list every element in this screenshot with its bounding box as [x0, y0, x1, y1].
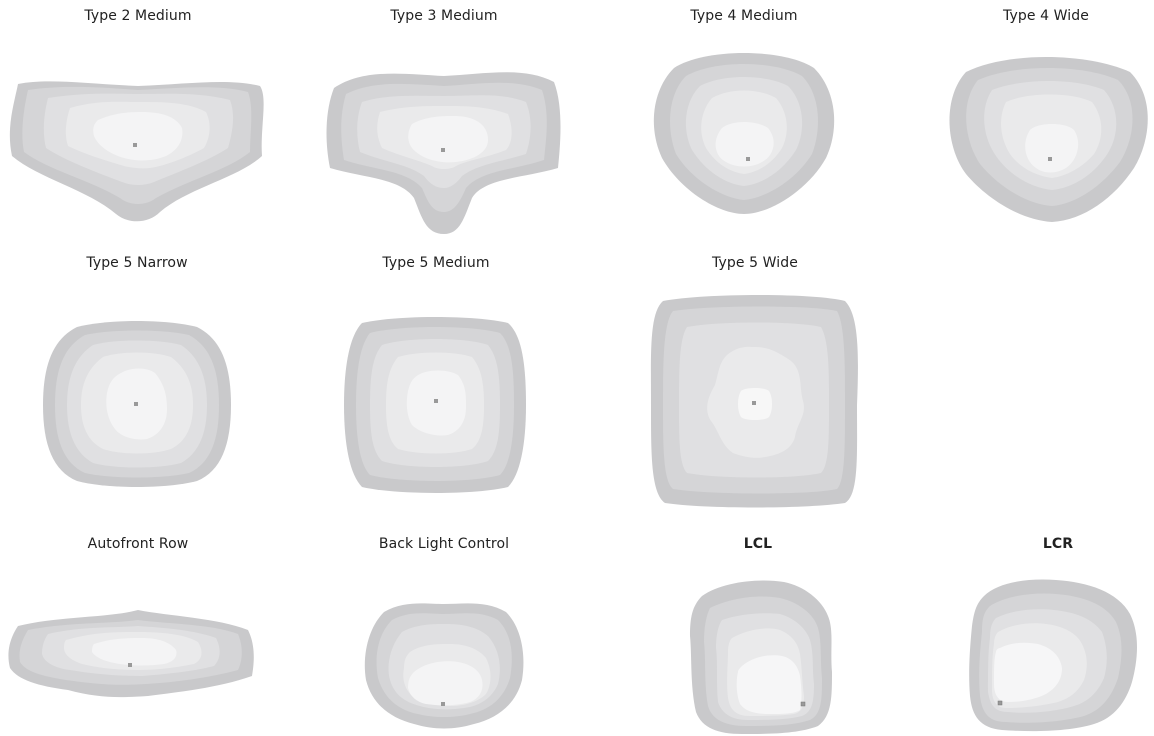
- luminaire-marker: [133, 143, 137, 147]
- luminaire-marker: [752, 401, 756, 405]
- diagram-label: Type 3 Medium: [390, 8, 498, 24]
- contour-level-5: [408, 661, 483, 706]
- diagram-label: Autofront Row: [87, 536, 189, 552]
- diagram-label: Back Light Control: [378, 536, 510, 552]
- light-distribution-plot: [9, 81, 264, 222]
- contour-level-5: [715, 122, 774, 167]
- contour-level-5: [93, 112, 183, 161]
- light-distribution-plot: [43, 321, 231, 487]
- light-distribution-plot: [653, 53, 835, 214]
- luminaire-marker: [441, 148, 445, 152]
- luminaire-marker: [441, 702, 445, 706]
- light-distribution-plot: [364, 603, 524, 729]
- contour-level-5: [408, 116, 488, 163]
- diagram-label: LCR: [1042, 536, 1074, 552]
- diagram-label: Type 4 Wide: [1003, 8, 1089, 24]
- light-distribution-plot: [326, 72, 561, 234]
- contour-level-5: [1025, 124, 1079, 173]
- luminaire-marker: [434, 399, 438, 403]
- contour-level-5: [406, 370, 466, 436]
- light-distribution-plot: [8, 610, 254, 698]
- light-distribution-plot: [690, 580, 832, 734]
- light-distribution-plot: [969, 579, 1137, 732]
- light-distribution-plot: [949, 57, 1148, 222]
- luminaire-marker: [997, 700, 1003, 706]
- contour-level-5: [994, 642, 1062, 702]
- luminaire-marker: [128, 663, 132, 667]
- luminaire-marker: [1048, 157, 1052, 161]
- light-distribution-plot: [344, 317, 526, 493]
- diagram-label: Type 5 Medium: [382, 255, 490, 271]
- diagram-label: Type 4 Medium: [690, 8, 798, 24]
- diagram-label: Type 5 Narrow: [86, 255, 188, 271]
- contour-level-5: [736, 655, 802, 714]
- diagram-label: Type 5 Wide: [712, 255, 798, 271]
- contour-level-5: [92, 638, 177, 666]
- luminaire-marker: [800, 701, 806, 707]
- light-distribution-plot: [650, 295, 858, 508]
- diagram-label: Type 2 Medium: [84, 8, 192, 24]
- diagram-label: LCL: [743, 536, 773, 552]
- luminaire-marker: [746, 157, 750, 161]
- luminaire-marker: [134, 402, 138, 406]
